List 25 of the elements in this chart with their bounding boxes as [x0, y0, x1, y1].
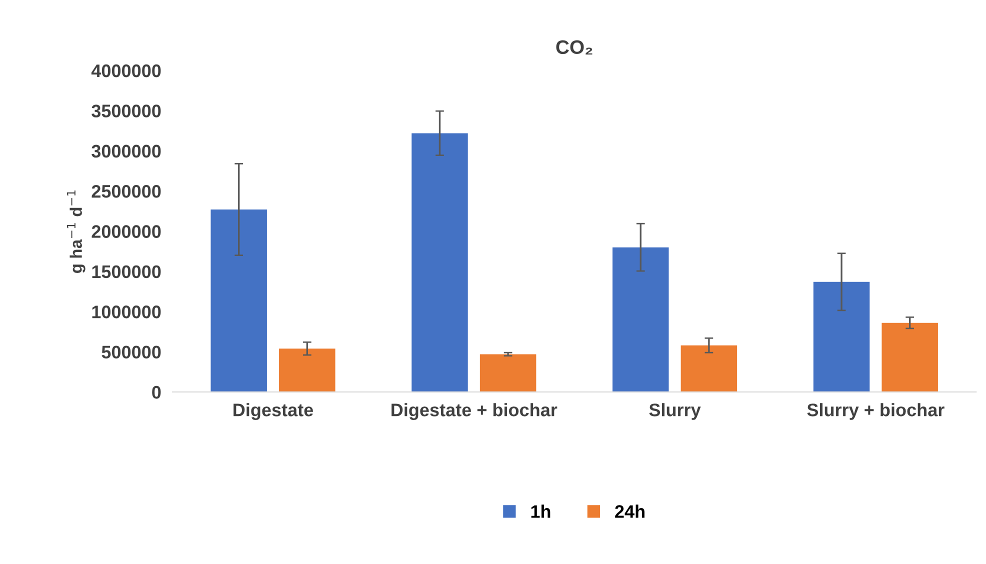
x-tick-label: Slurry + biochar [807, 403, 944, 420]
bar [813, 282, 870, 392]
legend-label: 1h [531, 504, 550, 518]
bar [882, 322, 938, 392]
bar [279, 348, 336, 392]
y-axis-title: g ha$^{−1}$ d$^{−1}$ [66, 190, 86, 273]
x-tick-label: Digestate + biochar [392, 403, 558, 420]
y-tick-label: 3000000 [92, 144, 161, 158]
bar [680, 345, 738, 392]
y-tick-label: 1500000 [92, 265, 161, 278]
chart-title: CO₂ [556, 40, 592, 54]
x-tick-label: Slurry [649, 403, 701, 420]
bar [210, 210, 267, 392]
y-tick-label: 4000000 [91, 64, 161, 78]
legend-label: 24h [615, 504, 644, 518]
y-tick-label: 500000 [102, 346, 161, 359]
y-tick-label: 0 [152, 386, 161, 399]
y-tick-label: 2000000 [92, 225, 161, 238]
x-tick-label: Digestate [234, 403, 314, 420]
bar [612, 247, 669, 392]
bar [480, 354, 536, 392]
y-tick-label: 3500000 [92, 104, 161, 118]
y-tick-label: 2500000 [92, 184, 161, 198]
bar [412, 133, 468, 392]
y-tick-label: 1000000 [92, 306, 161, 318]
